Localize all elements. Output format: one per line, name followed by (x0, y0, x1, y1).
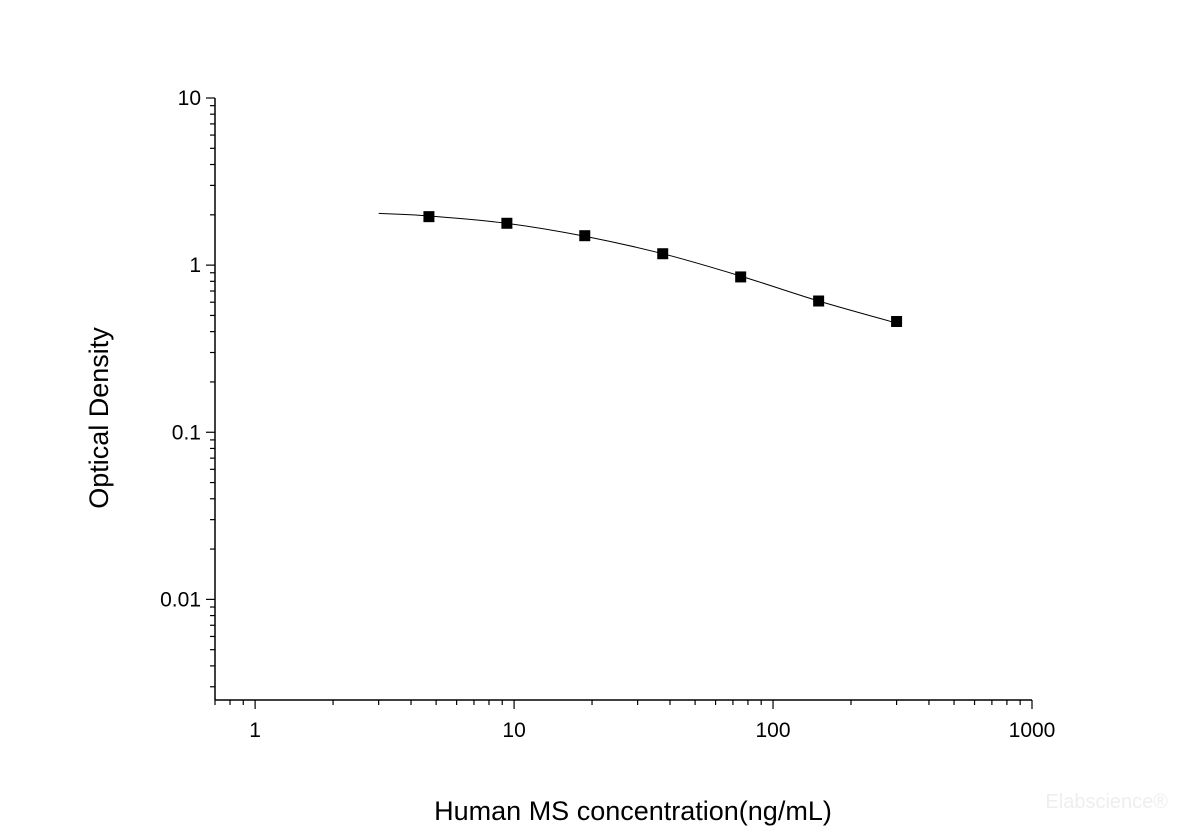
data-point (579, 230, 591, 242)
fit-curve-layer (378, 212, 897, 324)
x-tick-label: 100 (756, 719, 791, 742)
axes (214, 98, 1032, 701)
data-points (423, 211, 903, 327)
y-tick-label: 0.01 (160, 588, 201, 611)
data-point (501, 217, 513, 229)
x-tick-label: 10 (502, 719, 525, 742)
x-tick-label: 1 (249, 719, 261, 742)
data-point (891, 315, 903, 327)
data-point (813, 295, 825, 307)
fit-curve (378, 212, 897, 324)
x-axis-title: Human MS concentration(ng/mL) (434, 796, 832, 826)
watermark-logo: Elabscience® (1045, 791, 1168, 813)
data-point (423, 211, 435, 223)
data-point (735, 271, 747, 283)
ticks (206, 97, 1033, 709)
y-axis-title: Optical Density (84, 327, 114, 509)
data-point (657, 248, 669, 260)
y-tick-label: 0.1 (172, 421, 201, 444)
tick-labels: 0.01 0.1 1 10 1 10 100 1000 (160, 87, 1055, 742)
x-tick-label: 1000 (1009, 719, 1056, 742)
y-tick-label: 10 (178, 87, 201, 110)
y-tick-label: 1 (189, 254, 201, 277)
